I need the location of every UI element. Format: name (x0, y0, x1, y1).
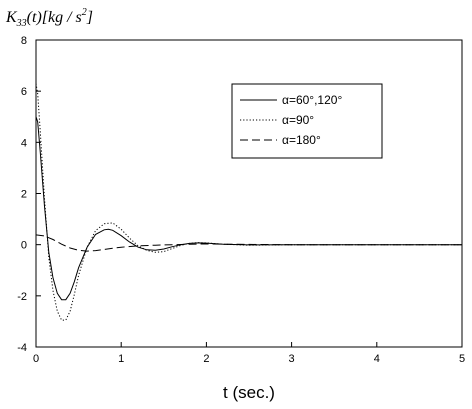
x-tick-label: 0 (33, 353, 39, 365)
legend: α=60°,120° α=90° α=180° (231, 83, 383, 159)
y-tick-label: 8 (21, 35, 27, 47)
y-tick-label: -2 (17, 291, 27, 303)
x-tick-label: 3 (289, 353, 295, 365)
x-tick-label: 2 (203, 353, 209, 365)
y-axis-label: K33(t)[kg / s2] (5, 7, 93, 29)
x-tick-label: 4 (374, 353, 380, 365)
series-lines (35, 83, 462, 321)
y-tick-label: 4 (21, 137, 27, 149)
x-axis-label: t (sec.) (223, 383, 275, 402)
plot-frame (35, 39, 463, 348)
y-tick-label: 2 (21, 189, 27, 201)
y-tick-label: -4 (17, 342, 27, 354)
tick-labels: 0 1 2 3 4 5 -4 -2 0 2 4 6 8 (17, 35, 465, 365)
legend-label: α=180° (282, 133, 321, 147)
series-line (35, 234, 462, 252)
legend-label: α=60°,120° (282, 93, 342, 107)
legend-label: α=90° (282, 113, 314, 127)
y-axis-label-text: K33(t)[kg / s2] (5, 7, 93, 29)
x-tick-label: 5 (459, 353, 465, 365)
y-tick-label: 6 (21, 86, 27, 98)
y-tick-label: 0 (21, 240, 27, 252)
x-tick-label: 1 (118, 353, 124, 365)
legend-box (231, 83, 383, 159)
series-line (35, 83, 462, 321)
